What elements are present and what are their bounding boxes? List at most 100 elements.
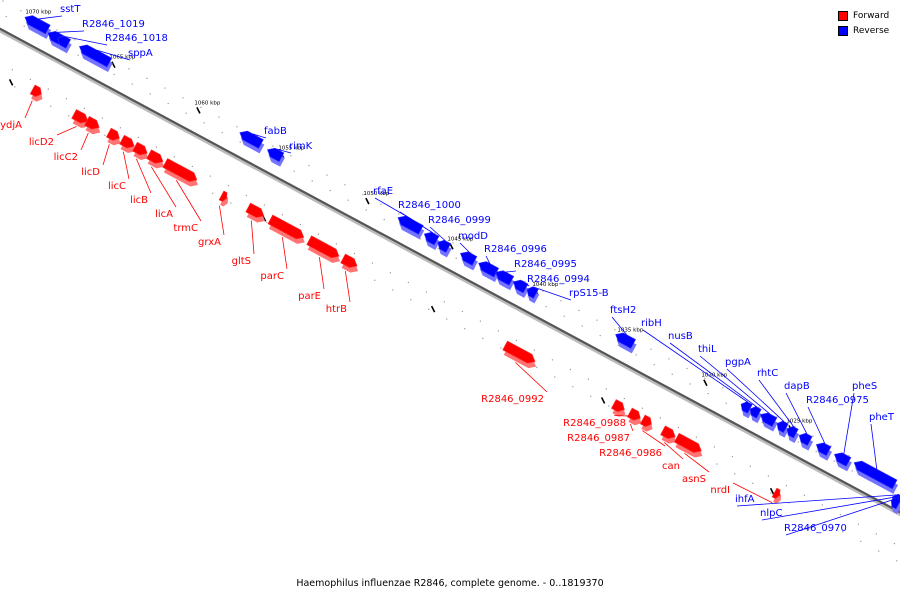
leader-line: [281, 237, 288, 270]
gene-grxA[interactable]: [218, 190, 228, 202]
gene-label: R2846_0995: [514, 259, 577, 270]
leader-line: [505, 270, 517, 273]
guide-dot: [119, 127, 122, 129]
guide-dot: [878, 550, 880, 552]
guide-dot: [677, 426, 680, 429]
tick-label: 1070 kbp: [25, 10, 51, 16]
gene-rimK[interactable]: [267, 147, 285, 163]
gene-labels: sstTR2846_1019R2846_1018sppAydjAlicD2lic…: [0, 4, 900, 536]
gene-R2846_0996[interactable]: [478, 261, 500, 278]
gene-licB[interactable]: [132, 141, 148, 156]
tick-mark: [365, 197, 370, 205]
gene-R2846_0992[interactable]: [502, 340, 536, 364]
gene-pheT[interactable]: [853, 460, 898, 490]
guide-dot: [131, 83, 133, 85]
gene-rhtC[interactable]: [786, 426, 799, 439]
gene-licD2[interactable]: [71, 109, 89, 124]
leader-line: [96, 49, 131, 61]
gene-ydjA[interactable]: [29, 84, 42, 97]
gene-label: R2846_0996: [484, 244, 547, 255]
guide-dot: [578, 309, 580, 312]
gene-rfaE[interactable]: [397, 215, 424, 235]
gene-licC[interactable]: [119, 134, 135, 149]
leader-line: [218, 205, 225, 236]
guide-dot: [761, 422, 763, 424]
gene-R2846_0999[interactable]: [437, 239, 452, 253]
leader-line: [485, 255, 491, 264]
guide-dot: [851, 470, 853, 472]
gene-nusB[interactable]: [749, 406, 762, 419]
gene-label: pheT: [869, 412, 895, 423]
leader-line: [684, 452, 710, 473]
tick-label: 1045 kbp: [447, 236, 473, 242]
guide-dot: [437, 247, 439, 250]
gene-label: licC2: [54, 152, 78, 163]
guide-dot: [203, 122, 205, 124]
gene-label: nlpC: [760, 508, 782, 519]
gene-licD[interactable]: [106, 127, 120, 141]
gene-dapB[interactable]: [798, 432, 813, 446]
guide-dot: [68, 115, 70, 117]
gene-gltS[interactable]: [245, 202, 265, 218]
gene-thiL[interactable]: [760, 412, 778, 427]
gene-R2846_0987[interactable]: [627, 407, 641, 421]
guide-dot: [536, 366, 538, 368]
leader-line: [642, 430, 666, 447]
guide-dot: [344, 184, 346, 186]
gene-label: R2846_1019: [82, 19, 145, 30]
guide-dot: [425, 291, 428, 293]
gene-R2846_0975[interactable]: [815, 442, 832, 457]
gene-asnS[interactable]: [673, 432, 702, 453]
gene-licA[interactable]: [146, 149, 164, 164]
guide-dot: [362, 193, 364, 196]
guide-dot: [11, 69, 14, 71]
gene-trmC[interactable]: [162, 158, 198, 182]
leader-line: [807, 406, 826, 444]
gene-licC2[interactable]: [84, 116, 100, 130]
leader-line: [57, 30, 85, 33]
tick-label: 1035 kbp: [617, 328, 643, 334]
guide-dot: [689, 383, 691, 385]
gene-fabB[interactable]: [239, 130, 264, 149]
gene-label: gltS: [232, 256, 251, 267]
leader-line: [459, 242, 471, 254]
guide-dot: [281, 214, 284, 216]
gene-can[interactable]: [660, 425, 676, 439]
gene-R2846_0994[interactable]: [512, 279, 529, 294]
gene-label: licB: [130, 195, 148, 206]
guide-dot: [554, 376, 556, 378]
gene-R2846_1018[interactable]: [57, 35, 72, 49]
gene-pheS[interactable]: [834, 452, 852, 467]
guide-dot: [671, 373, 673, 375]
leader-line: [785, 392, 808, 435]
gene-label: licD: [81, 167, 100, 178]
gene-modD[interactable]: [460, 251, 478, 266]
gene-ribH[interactable]: [740, 401, 753, 414]
guide-dot: [833, 460, 835, 462]
legend-forward-label: Forward: [853, 10, 890, 21]
guide-dot: [542, 290, 544, 292]
guide-dot: [608, 405, 610, 407]
leader-line: [65, 36, 108, 46]
gene-pgpA[interactable]: [776, 420, 789, 434]
gene-R2846_1000[interactable]: [423, 231, 440, 246]
guide-dot: [335, 243, 338, 245]
gene-parE[interactable]: [306, 235, 340, 259]
guide-dot: [758, 406, 760, 408]
gene-R2846_0986[interactable]: [639, 414, 652, 427]
gene-sppA[interactable]: [79, 44, 113, 68]
guide-dot: [128, 68, 130, 70]
gene-nrdI[interactable]: [771, 487, 781, 499]
guide-dot: [860, 540, 862, 543]
gene-parC[interactable]: [267, 214, 305, 240]
gene-R2846_0988[interactable]: [611, 399, 625, 413]
guide-dot: [695, 436, 698, 438]
gene-R2846_0995[interactable]: [495, 270, 515, 286]
gene-htrB[interactable]: [340, 253, 358, 268]
gene-sstT[interactable]: [24, 15, 51, 35]
guide-dot: [230, 202, 232, 204]
tick-mark: [430, 305, 436, 313]
gene-label: licA: [155, 209, 173, 220]
gene-ftsH2[interactable]: [615, 332, 636, 349]
gene-rpS15-B[interactable]: [526, 286, 539, 299]
